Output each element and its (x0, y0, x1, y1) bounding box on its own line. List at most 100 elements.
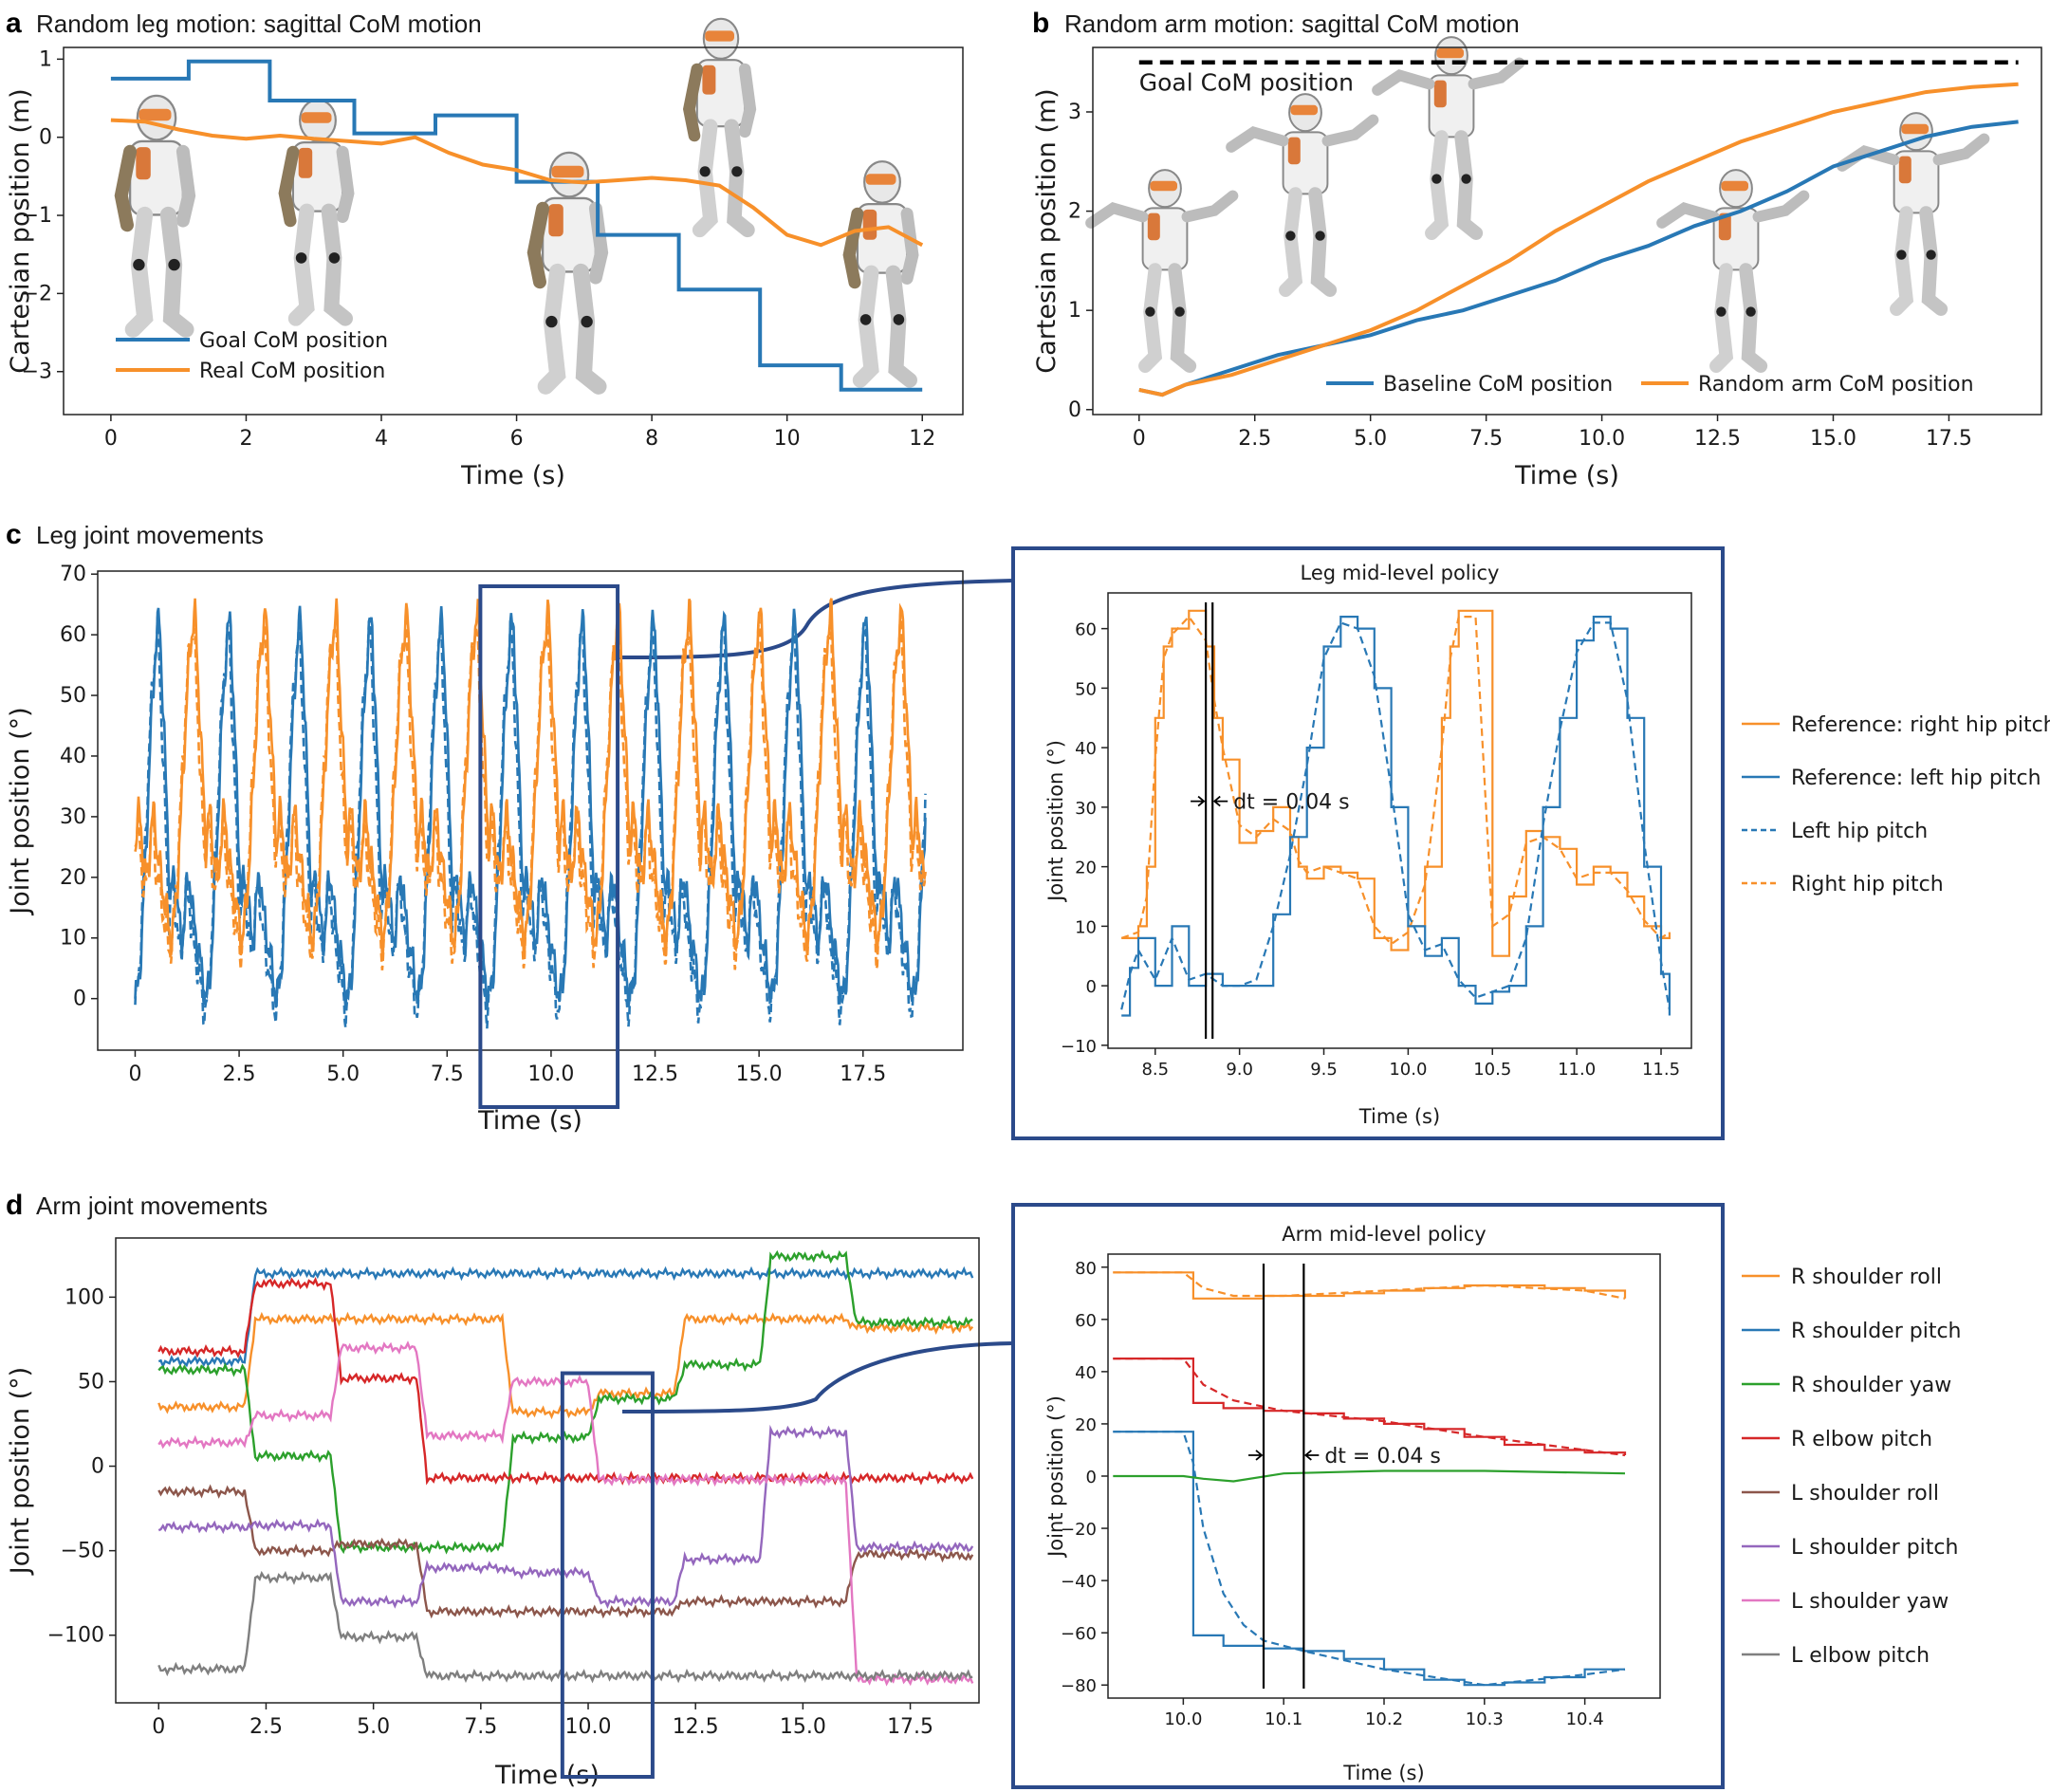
y-tick-label: 60 (1075, 1311, 1097, 1331)
robot-knee (168, 258, 180, 271)
x-tick-label: 15.0 (780, 1715, 826, 1739)
x-tick-label: 12.5 (632, 1062, 678, 1086)
robot-knee (1315, 231, 1325, 241)
zoom-window (560, 1371, 655, 1779)
chart-c: 0 2.5 5.0 7.5 10.0 12.5 15.0 17.5 70 60 50 40 30 20 10… (6, 563, 964, 1136)
y-tick-label: 0 (1086, 977, 1097, 997)
dt-arrow-right (1212, 795, 1228, 807)
x-tick-label: 0 (128, 1062, 141, 1086)
series-r-shoulder-pitch (1113, 1431, 1625, 1687)
y-tick-label: 20 (60, 866, 86, 890)
x-tick-label: 0 (1133, 427, 1146, 451)
series-l-elbow-pitch (157, 1570, 973, 1684)
x-tick-label: 10.1 (1265, 1709, 1302, 1729)
robot-leg (852, 265, 879, 388)
robot-leg (537, 263, 566, 395)
y-tick-label: −60 (1061, 1624, 1097, 1644)
y-tick-label: 40 (1075, 739, 1097, 759)
series-r-shoulder-roll-measured (1113, 1271, 1626, 1300)
robot-figure (114, 94, 196, 338)
robot-visor (1721, 180, 1748, 192)
robot-arm (1932, 133, 1990, 166)
series-l-shoulder-roll (157, 1484, 974, 1619)
series-reference-left-hip-pitch (1121, 616, 1671, 1017)
robot-visor (1436, 47, 1464, 59)
robot-arm (1226, 126, 1289, 153)
robot-knee (295, 252, 307, 264)
robot-knee (1745, 306, 1756, 317)
x-axis-label: Time (s) (460, 461, 565, 490)
y-tick-label: 10 (1075, 917, 1097, 937)
robot-leg (572, 263, 607, 395)
y-axis-label: Cartesian position (m) (6, 88, 35, 373)
y-tick-label: 30 (60, 805, 86, 829)
y-tick-label: −50 (61, 1540, 104, 1563)
robot-knee (133, 258, 145, 271)
y-tick-label: 50 (1075, 679, 1097, 699)
robot-figure (1226, 93, 1379, 297)
inset-title: Arm mid-level policy (1282, 1223, 1486, 1246)
series-baseline-com-position (1138, 120, 2019, 397)
y-tick-label: −2 (22, 282, 52, 305)
robot-leg (321, 203, 353, 326)
series-goal-com-position (110, 59, 923, 392)
x-tick-label: 10.0 (1389, 1060, 1427, 1080)
panel-a-letter: a (6, 8, 22, 39)
series-r-shoulder-yaw (157, 1249, 973, 1555)
series-right-hip-pitch (1120, 615, 1671, 946)
dt-annotation: dt = 0.04 s (1324, 1445, 1440, 1469)
y-tick-label: 100 (65, 1285, 104, 1309)
robot-arm (114, 144, 138, 232)
y-tick-label: −40 (1061, 1572, 1097, 1592)
series-r-shoulder-yaw (1113, 1469, 1626, 1483)
y-tick-label: 1 (1068, 299, 1081, 323)
legend-label: Real CoM position (199, 360, 385, 383)
panel-c-title: Leg joint movements (36, 521, 264, 549)
robot-visor (865, 174, 896, 185)
x-tick-label: 7.5 (1469, 427, 1503, 451)
y-tick-label: 1 (39, 47, 52, 71)
x-tick-label: 8.5 (1141, 1060, 1169, 1080)
panel-c-letter: c (6, 519, 22, 550)
robot-leg (1279, 187, 1303, 297)
robot-backpack (702, 65, 716, 95)
panel-b-letter: b (1032, 8, 1049, 39)
y-axis-label: Joint position (°) (6, 1367, 35, 1576)
x-tick-label: 4 (375, 427, 388, 451)
legend-label: R shoulder yaw (1791, 1374, 1951, 1397)
robot-illustrations-leg (114, 17, 919, 395)
robot-knee (1145, 306, 1155, 317)
robot-backpack (862, 209, 877, 240)
x-tick-label: 10.0 (565, 1715, 612, 1739)
robot-arm (1321, 114, 1379, 147)
inset-title: Leg mid-level policy (1301, 562, 1500, 584)
robot-leg (692, 119, 718, 238)
legend-label: L shoulder roll (1791, 1482, 1939, 1506)
robot-knee (545, 315, 558, 328)
robot-knee (1461, 174, 1471, 184)
series-r-elbow-pitch (157, 1276, 974, 1486)
zoom-window (478, 584, 620, 1109)
series-l-shoulder-yaw (157, 1340, 974, 1687)
y-tick-label: 50 (78, 1370, 104, 1394)
robot-figure (1837, 112, 1990, 316)
legend-label: Reference: left hip pitch (1791, 767, 2041, 790)
x-tick-label: 10.0 (1579, 427, 1625, 451)
x-tick-label: 10.4 (1566, 1709, 1604, 1729)
arm-zoom-connector (621, 1341, 1014, 1413)
plot-frame-c-inset (1107, 592, 1692, 1049)
y-tick-label: 40 (1075, 1363, 1097, 1383)
x-tick-label: 17.5 (887, 1715, 933, 1739)
panel-a-title: Random leg motion: sagittal CoM motion (36, 9, 482, 38)
y-axis-label: Joint position (°) (6, 707, 35, 915)
robot-figure (1656, 169, 1810, 373)
y-tick-label: −100 (47, 1624, 104, 1648)
plot-frame-d (115, 1237, 980, 1704)
robot-visor (705, 30, 734, 42)
y-tick-label: 40 (60, 745, 86, 768)
chart-d: 0 2.5 5.0 7.5 10.0 12.5 15.0 17.5100500−50−100T… (6, 1237, 980, 1790)
x-tick-label: 10 (774, 427, 801, 451)
x-tick-label: 2.5 (1238, 427, 1271, 451)
y-tick-label: −10 (1061, 1037, 1097, 1057)
